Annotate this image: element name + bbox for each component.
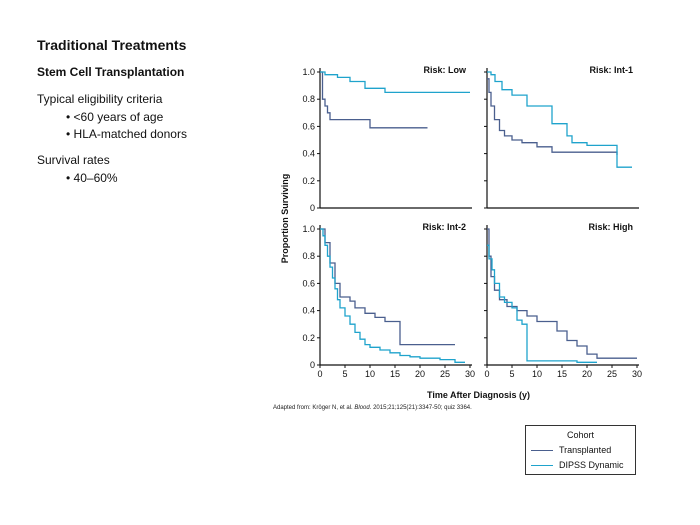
- x-tick-label: 25: [440, 369, 450, 379]
- panel-label: Risk: Int-1: [589, 65, 633, 75]
- series-line-dipss-dynamic: [320, 228, 465, 363]
- series-line-transplanted: [320, 228, 455, 346]
- panel-label: Risk: Low: [423, 65, 467, 75]
- x-axis-title: Time After Diagnosis (y): [427, 390, 530, 400]
- slide-title: Traditional Treatments: [37, 37, 187, 53]
- legend-item-transplanted: Transplanted: [531, 444, 611, 456]
- legend-swatch-transplanted: [531, 449, 553, 451]
- y-tick-label: 1.0: [302, 67, 315, 77]
- x-tick-label: 25: [607, 369, 617, 379]
- legend-label: Transplanted: [559, 445, 612, 455]
- eligibility-heading: Typical eligibility criteria: [37, 92, 163, 106]
- series-line-transplanted: [487, 78, 618, 155]
- y-axis-title: Proportion Surviving: [280, 174, 290, 264]
- x-tick-label: 5: [509, 369, 514, 379]
- series-line-dipss-dynamic: [320, 71, 470, 94]
- survival-list: 40–60%: [66, 170, 118, 187]
- y-tick-label: 0.2: [302, 333, 315, 343]
- x-tick-label: 20: [415, 369, 425, 379]
- y-tick-label: 0: [310, 360, 315, 370]
- legend-title: Cohort: [566, 430, 594, 440]
- source-journal: Blood: [354, 405, 370, 411]
- eligibility-item: HLA-matched donors: [66, 126, 187, 143]
- series-line-dipss-dynamic: [487, 244, 597, 363]
- x-tick-label: 30: [465, 369, 475, 379]
- x-tick-label: 30: [632, 369, 642, 379]
- chart-legend: Cohort Transplanted DIPSS Dynamic: [525, 425, 636, 475]
- x-tick-label: 20: [582, 369, 592, 379]
- y-tick-label: 0.8: [302, 251, 315, 261]
- source-citation: Adapted from: Kröger N, et al. Blood. 20…: [273, 405, 472, 411]
- x-tick-label: 15: [390, 369, 400, 379]
- x-tick-label: 10: [365, 369, 375, 379]
- panel-label: Risk: Int-2: [422, 222, 466, 232]
- y-tick-label: 0.6: [302, 121, 315, 131]
- legend-item-dipss: DIPSS Dynamic: [531, 459, 624, 471]
- y-tick-label: 1.0: [302, 224, 315, 234]
- legend-label: DIPSS Dynamic: [559, 460, 624, 470]
- survival-item: 40–60%: [66, 170, 118, 187]
- series-line-dipss-dynamic: [487, 71, 632, 168]
- legend-swatch-dipss: [531, 464, 553, 466]
- y-tick-label: 0.4: [302, 149, 315, 159]
- y-tick-label: 0.2: [302, 176, 315, 186]
- x-tick-label: 15: [557, 369, 567, 379]
- y-tick-label: 0: [310, 203, 315, 213]
- x-tick-label: 10: [532, 369, 542, 379]
- source-details: . 2015;21;125(21):3347-50; quiz 3364.: [369, 405, 472, 411]
- series-line-transplanted: [487, 228, 637, 359]
- eligibility-item: <60 years of age: [66, 109, 187, 126]
- source-text: Adapted from: Kröger N, et al.: [273, 405, 355, 411]
- y-tick-label: 0.6: [302, 278, 315, 288]
- y-tick-label: 0.8: [302, 94, 315, 104]
- y-tick-label: 0.4: [302, 306, 315, 316]
- survival-heading: Survival rates: [37, 153, 110, 167]
- x-tick-label: 0: [317, 369, 322, 379]
- slide-subtitle: Stem Cell Transplantation: [37, 65, 185, 79]
- x-tick-label: 5: [342, 369, 347, 379]
- x-tick-label: 0: [484, 369, 489, 379]
- eligibility-list: <60 years of age HLA-matched donors: [66, 109, 187, 143]
- panel-label: Risk: High: [588, 222, 633, 232]
- series-line-transplanted: [320, 71, 428, 129]
